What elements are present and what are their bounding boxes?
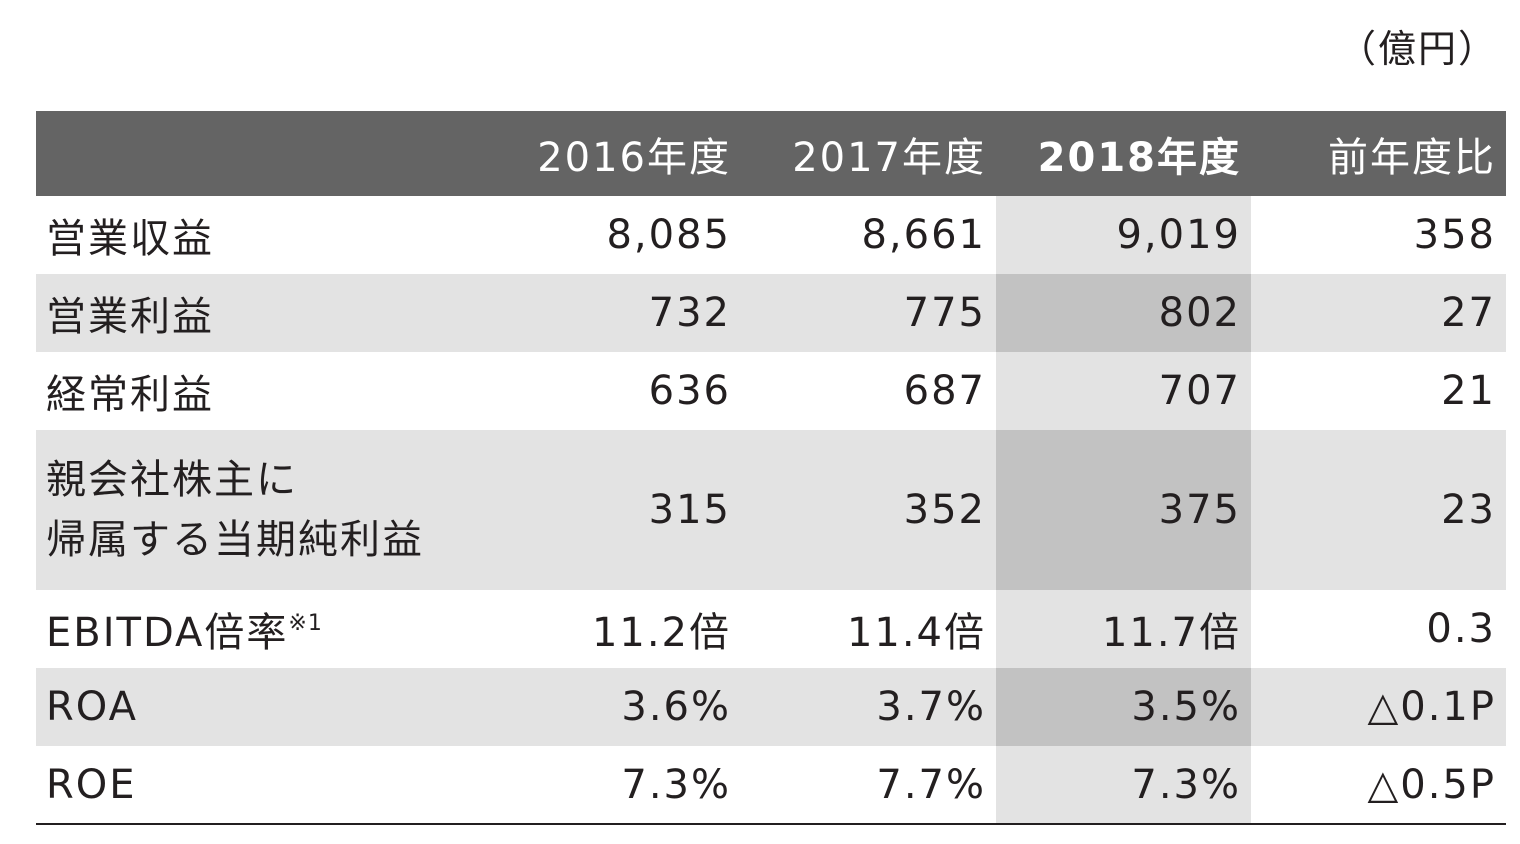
cell-2018: 7.3% [996, 746, 1251, 824]
cell-2017: 8,661 [861, 212, 986, 258]
cell-2018: 9,019 [996, 196, 1251, 274]
cell-2017: 775 [903, 290, 986, 336]
cell-yoy: △0.5P [1367, 761, 1496, 808]
row-ebitda-multiple: EBITDA倍率※1 11.2倍 11.4倍 11.7倍 0.3 [36, 590, 1506, 668]
cell-2018: 11.7倍 [996, 590, 1251, 668]
row-label-line-1: 親会社株主に [46, 457, 298, 503]
financial-summary-table: 2016年度 2017年度 2018年度 前年度比 営業収益 8,085 8,6… [36, 111, 1506, 825]
row-operating-revenue: 営業収益 8,085 8,661 9,019 358 [36, 196, 1506, 274]
cell-2018: 375 [996, 430, 1251, 590]
cell-2016: 3.6% [621, 684, 731, 730]
table-header-row: 2016年度 2017年度 2018年度 前年度比 [36, 111, 1506, 196]
header-yoy: 前年度比 [1328, 134, 1496, 181]
unit-label: （億円） [1337, 27, 1498, 71]
header-2017: 2017年度 [792, 134, 986, 181]
cell-yoy: △0.1P [1367, 684, 1496, 730]
cell-yoy: 23 [1441, 487, 1496, 533]
row-label: 営業利益 [46, 294, 214, 340]
cell-2018: 707 [996, 352, 1251, 430]
row-label: ROE [46, 761, 137, 808]
cell-2017: 11.4倍 [846, 610, 986, 656]
cell-2016: 636 [648, 368, 731, 414]
cell-2017: 687 [903, 368, 986, 414]
row-label-text: EBITDA倍率 [46, 610, 289, 656]
row-roa: ROA 3.6% 3.7% 3.5% △0.1P [36, 668, 1506, 746]
cell-2016: 732 [648, 290, 731, 336]
row-roe: ROE 7.3% 7.7% 7.3% △0.5P [36, 746, 1506, 824]
header-blank [36, 111, 486, 196]
row-ordinary-income: 経常利益 636 687 707 21 [36, 352, 1506, 430]
cell-2017: 3.7% [876, 684, 986, 730]
cell-2017: 7.7% [876, 761, 986, 808]
cell-2016: 8,085 [606, 212, 731, 258]
row-label: ROA [46, 684, 138, 730]
cell-2016: 7.3% [621, 761, 731, 808]
cell-yoy: 27 [1441, 290, 1496, 336]
cell-yoy: 21 [1441, 368, 1496, 414]
header-2018: 2018年度 [1037, 134, 1241, 181]
row-label: 経常利益 [46, 372, 214, 418]
row-net-income: 親会社株主に 帰属する当期純利益 315 352 375 23 [36, 430, 1506, 590]
cell-2017: 352 [903, 487, 986, 533]
row-label: EBITDA倍率※1 [36, 590, 486, 668]
cell-2018: 802 [996, 274, 1251, 352]
header-2016: 2016年度 [537, 134, 731, 181]
footnote-mark: ※1 [288, 611, 323, 636]
cell-2018: 3.5% [996, 668, 1251, 746]
cell-2016: 11.2倍 [591, 610, 731, 656]
row-label-line-2: 帰属する当期純利益 [46, 517, 424, 563]
cell-yoy: 358 [1413, 212, 1496, 258]
cell-yoy: 0.3 [1426, 606, 1496, 652]
cell-2016: 315 [648, 487, 731, 533]
row-operating-income: 営業利益 732 775 802 27 [36, 274, 1506, 352]
row-label: 親会社株主に 帰属する当期純利益 [36, 430, 486, 590]
row-label: 営業収益 [46, 216, 214, 262]
